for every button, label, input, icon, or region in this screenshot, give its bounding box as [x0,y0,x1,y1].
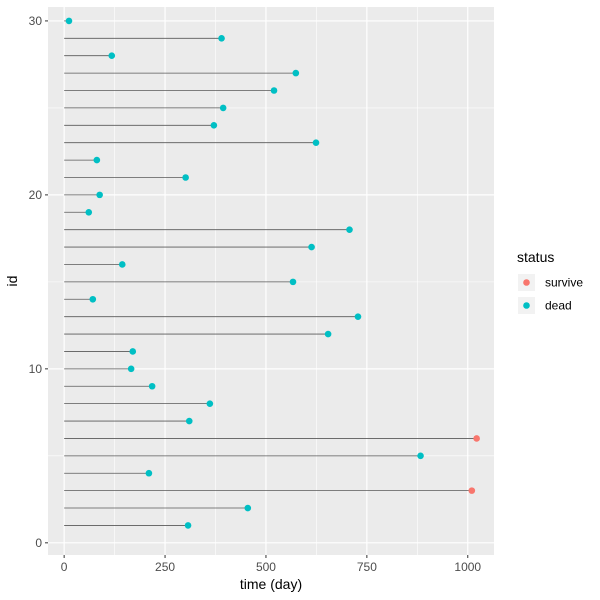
legend-label-dead: dead [545,299,572,313]
point-10 [127,365,135,373]
point-16 [118,261,126,268]
segments-layer [64,20,477,526]
point-2 [244,504,252,512]
point-26 [270,87,278,94]
point-3 [468,487,476,494]
y-tick-label: 30 [29,14,43,28]
legend: status survive dead [517,249,583,314]
legend-marker-survive [523,279,530,286]
legend-title: status [517,249,554,265]
legend-label-survive: survive [545,276,583,290]
point-24 [210,121,218,129]
point-11 [129,348,137,355]
grid-major [48,7,494,555]
point-22 [93,156,101,164]
point-23 [312,139,320,146]
point-14 [89,295,97,303]
point-13 [354,313,362,320]
y-axis: 0 10 20 30 [29,14,48,550]
point-27 [292,69,300,77]
points-layer [65,17,480,529]
point-20 [96,191,103,199]
plot-panel [48,7,494,555]
point-15 [289,278,297,286]
y-tick-label: 10 [29,362,43,376]
point-12 [324,330,332,338]
point-21 [182,174,189,181]
x-tick-label: 1000 [454,560,481,574]
point-7 [185,417,193,425]
y-tick-label: 0 [35,536,42,550]
y-tick-label: 20 [29,188,43,202]
point-8 [206,400,214,407]
point-19 [85,208,93,216]
point-4 [145,469,153,477]
point-1 [184,522,192,529]
point-30 [65,17,73,25]
x-axis-title: time (day) [240,576,302,592]
x-tick-label: 250 [155,560,175,574]
point-18 [346,226,353,233]
x-tick-label: 0 [61,560,68,574]
legend-marker-dead [523,302,530,309]
y-axis-title: id [4,276,20,287]
x-tick-label: 750 [357,560,377,574]
point-6 [473,435,480,442]
point-29 [218,35,225,42]
point-17 [308,243,315,251]
x-tick-label: 500 [256,560,276,574]
x-axis: 0 250 500 750 1000 [61,555,481,574]
point-28 [108,52,116,60]
legend-entries: survive dead [518,274,583,314]
point-9 [148,382,156,390]
point-5 [417,452,424,460]
point-25 [219,104,227,112]
